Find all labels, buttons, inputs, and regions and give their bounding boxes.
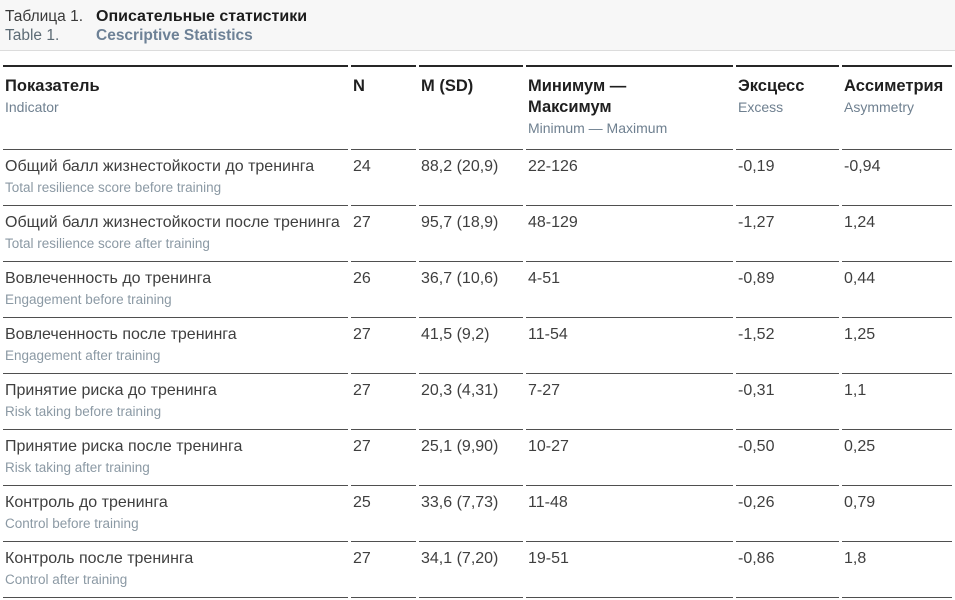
column-header-n: N <box>351 65 416 150</box>
indicator-cell: Контроль после тренинга Control after tr… <box>3 542 348 598</box>
caption-label-ru: Таблица 1. <box>5 8 84 25</box>
indicator-cell: Принятие риска до тренинга Risk taking b… <box>3 374 348 430</box>
indicator-cell: Общий балл жизнестойкости после тренинга… <box>3 206 348 262</box>
column-header-minmax-ru: Минимум — Максимум <box>528 77 627 116</box>
msd-value: 95,7 (18,9) <box>419 206 523 262</box>
column-header-indicator: Показатель Indicator <box>3 65 348 150</box>
excess-value: -0,19 <box>736 150 839 206</box>
caption-row-ru: Таблица 1. Описательные статистики <box>5 7 955 26</box>
table-row: Общий балл жизнестойкости до тренинга To… <box>3 150 952 206</box>
minmax-value: 4-51 <box>526 262 733 318</box>
minmax-value: 48-129 <box>526 206 733 262</box>
minmax-value: 10-27 <box>526 430 733 486</box>
table-row: Принятие риска после тренинга Risk takin… <box>3 430 952 486</box>
asymmetry-value: 1,8 <box>842 542 952 598</box>
indicator-cell: Общий балл жизнестойкости до тренинга To… <box>3 150 348 206</box>
indicator-cell: Вовлеченность после тренинга Engagement … <box>3 318 348 374</box>
msd-value: 34,1 (7,20) <box>419 542 523 598</box>
column-header-n-label: N <box>353 77 365 95</box>
n-value: 27 <box>351 542 416 598</box>
table-row: Вовлеченность после тренинга Engagement … <box>3 318 952 374</box>
n-value: 27 <box>351 430 416 486</box>
indicator-ru: Контроль после тренинга <box>5 550 194 567</box>
minmax-value: 7-27 <box>526 374 733 430</box>
column-header-msd-label: M (SD) <box>421 77 474 95</box>
column-header-excess-en: Excess <box>738 99 784 115</box>
excess-value: -1,52 <box>736 318 839 374</box>
asymmetry-value: 0,79 <box>842 486 952 542</box>
msd-value: 33,6 (7,73) <box>419 486 523 542</box>
table-row: Контроль после тренинга Control after tr… <box>3 542 952 598</box>
n-value: 27 <box>351 318 416 374</box>
statistics-table-container: Показатель Indicator N M (SD) Минимум — … <box>0 51 955 598</box>
descriptive-statistics-table: Показатель Indicator N M (SD) Минимум — … <box>0 65 955 598</box>
column-header-indicator-ru: Показатель <box>5 77 100 95</box>
minmax-value: 11-54 <box>526 318 733 374</box>
column-header-excess-ru: Эксцесс <box>738 77 805 95</box>
indicator-ru: Общий балл жизнестойкости после тренинга <box>5 214 340 231</box>
asymmetry-value: 1,24 <box>842 206 952 262</box>
n-value: 24 <box>351 150 416 206</box>
column-header-asymmetry: Ассиметрия Asymmetry <box>842 65 952 150</box>
table-row: Вовлеченность до тренинга Engagement bef… <box>3 262 952 318</box>
caption-label-en: Table 1. <box>5 27 60 44</box>
indicator-en: Engagement after training <box>5 348 161 363</box>
indicator-en: Risk taking before training <box>5 404 162 419</box>
n-value: 27 <box>351 206 416 262</box>
asymmetry-value: 0,25 <box>842 430 952 486</box>
indicator-cell: Контроль до тренинга Control before trai… <box>3 486 348 542</box>
excess-value: -0,26 <box>736 486 839 542</box>
indicator-ru: Вовлеченность до тренинга <box>5 270 212 287</box>
indicator-en: Control before training <box>5 516 139 531</box>
msd-value: 88,2 (20,9) <box>419 150 523 206</box>
caption-title-en: Cescriptive Statistics <box>96 27 253 44</box>
caption-title-ru: Описательные статистики <box>96 8 308 25</box>
indicator-cell: Вовлеченность до тренинга Engagement bef… <box>3 262 348 318</box>
excess-value: -0,86 <box>736 542 839 598</box>
table-row: Общий балл жизнестойкости после тренинга… <box>3 206 952 262</box>
indicator-en: Engagement before training <box>5 292 172 307</box>
indicator-ru: Принятие риска после тренинга <box>5 438 243 455</box>
column-header-indicator-en: Indicator <box>5 99 59 115</box>
msd-value: 20,3 (4,31) <box>419 374 523 430</box>
indicator-en: Control after training <box>5 572 128 587</box>
asymmetry-value: 0,44 <box>842 262 952 318</box>
minmax-value: 22-126 <box>526 150 733 206</box>
n-value: 26 <box>351 262 416 318</box>
n-value: 27 <box>351 374 416 430</box>
table-row: Принятие риска до тренинга Risk taking b… <box>3 374 952 430</box>
excess-value: -0,89 <box>736 262 839 318</box>
indicator-ru: Контроль до тренинга <box>5 494 168 511</box>
column-header-excess: Эксцесс Excess <box>736 65 839 150</box>
msd-value: 25,1 (9,90) <box>419 430 523 486</box>
indicator-ru: Принятие риска до тренинга <box>5 382 217 399</box>
column-header-asymmetry-ru: Ассиметрия <box>844 77 944 95</box>
excess-value: -0,50 <box>736 430 839 486</box>
column-header-minmax-en: Minimum — Maximum <box>528 120 668 136</box>
header-row: Показатель Indicator N M (SD) Минимум — … <box>3 65 952 150</box>
indicator-ru: Вовлеченность после тренинга <box>5 326 237 343</box>
asymmetry-value: 1,1 <box>842 374 952 430</box>
column-header-minmax: Минимум — Максимум Minimum — Maximum <box>526 65 733 150</box>
table-row: Контроль до тренинга Control before trai… <box>3 486 952 542</box>
indicator-en: Total resilience score after training <box>5 236 210 251</box>
table-caption: Таблица 1. Описательные статистики Table… <box>0 0 955 51</box>
indicator-cell: Принятие риска после тренинга Risk takin… <box>3 430 348 486</box>
indicator-en: Total resilience score before training <box>5 180 222 195</box>
indicator-en: Risk taking after training <box>5 460 150 475</box>
msd-value: 41,5 (9,2) <box>419 318 523 374</box>
excess-value: -0,31 <box>736 374 839 430</box>
n-value: 25 <box>351 486 416 542</box>
indicator-ru: Общий балл жизнестойкости до тренинга <box>5 158 315 175</box>
msd-value: 36,7 (10,6) <box>419 262 523 318</box>
column-header-msd: M (SD) <box>419 65 523 150</box>
asymmetry-value: -0,94 <box>842 150 952 206</box>
excess-value: -1,27 <box>736 206 839 262</box>
minmax-value: 11-48 <box>526 486 733 542</box>
column-header-asymmetry-en: Asymmetry <box>844 99 914 115</box>
minmax-value: 19-51 <box>526 542 733 598</box>
asymmetry-value: 1,25 <box>842 318 952 374</box>
caption-row-en: Table 1. Cescriptive Statistics <box>5 26 955 45</box>
